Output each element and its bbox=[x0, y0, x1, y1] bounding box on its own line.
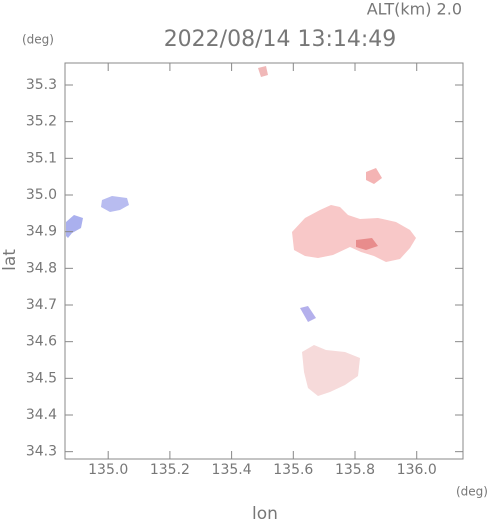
echo-blob bbox=[101, 196, 129, 212]
x-unit: (deg) bbox=[456, 485, 488, 499]
x-tick-label: 135.6 bbox=[273, 462, 313, 478]
echo-blob bbox=[258, 66, 268, 77]
x-tick-label: 135.4 bbox=[212, 462, 252, 478]
y-tick-label: 34.9 bbox=[26, 224, 57, 240]
y-tick-label: 34.6 bbox=[26, 334, 57, 350]
altitude-annotation: ALT(km) 2.0 bbox=[367, 0, 462, 19]
y-tick-label: 35.3 bbox=[26, 77, 57, 93]
y-tick-label: 34.4 bbox=[26, 407, 57, 423]
echo-blob bbox=[300, 306, 316, 322]
y-tick-label: 35.1 bbox=[26, 150, 57, 166]
echo-blob bbox=[366, 168, 382, 184]
y-tick-label: 34.7 bbox=[26, 297, 57, 313]
plot-frame bbox=[64, 62, 464, 460]
y-tick-label: 35.2 bbox=[26, 114, 57, 130]
echo-blob bbox=[302, 345, 360, 396]
y-axis-label: lat bbox=[0, 249, 20, 271]
x-tick-label: 135.8 bbox=[335, 462, 375, 478]
x-tick-label: 135.0 bbox=[88, 462, 128, 478]
echo-blob bbox=[356, 238, 378, 250]
y-tick-label: 34.8 bbox=[26, 260, 57, 276]
y-tick-label: 35.0 bbox=[26, 187, 57, 203]
x-tick-label: 136.0 bbox=[397, 462, 437, 478]
x-tick-label: 135.2 bbox=[150, 462, 190, 478]
y-tick-label: 34.5 bbox=[26, 370, 57, 386]
y-tick-label: 34.3 bbox=[26, 444, 57, 460]
chart-title: 2022/08/14 13:14:49 bbox=[164, 27, 397, 52]
x-axis-label: lon bbox=[252, 504, 278, 521]
echo-areas bbox=[66, 66, 416, 396]
echo-blob bbox=[292, 205, 416, 262]
echo-blob bbox=[66, 215, 83, 238]
y-unit: (deg) bbox=[22, 33, 54, 47]
